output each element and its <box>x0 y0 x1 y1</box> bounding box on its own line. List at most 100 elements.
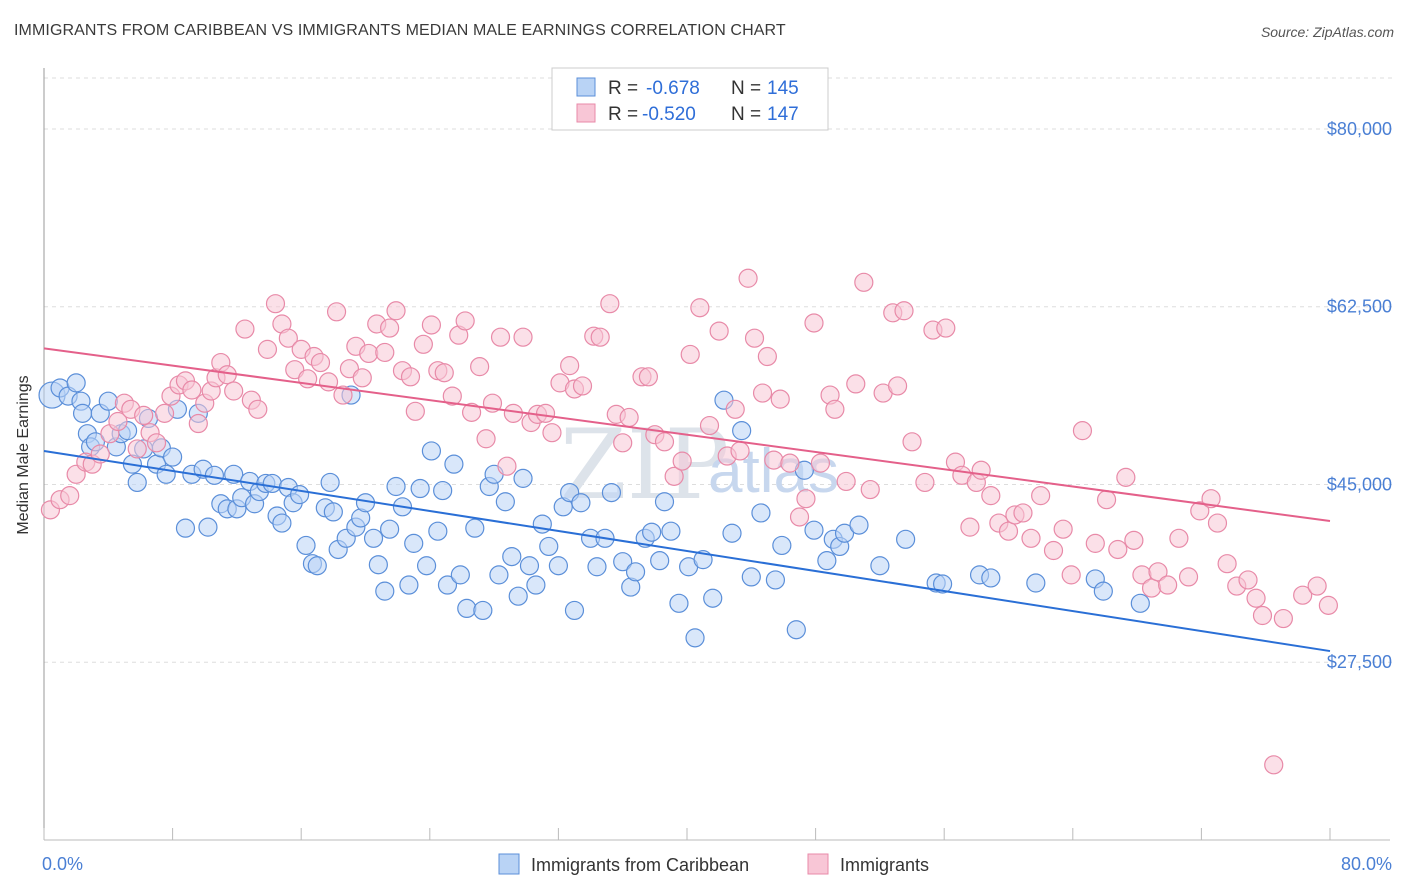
immigrants-point <box>1141 578 1162 598</box>
caribbean-point <box>404 533 424 553</box>
immigrants-point <box>127 439 147 459</box>
x-tick-label-min: 0.0% <box>42 854 83 874</box>
caribbean-point <box>765 570 786 590</box>
immigrants-point <box>248 399 268 419</box>
immigrants-point <box>1190 501 1210 521</box>
immigrants-point <box>182 380 202 400</box>
immigrants-point <box>1021 528 1041 548</box>
caribbean-point <box>685 628 705 648</box>
immigrants-point <box>1158 575 1178 595</box>
immigrants-point <box>998 521 1019 541</box>
caribbean-point <box>817 551 837 571</box>
legend-frame <box>551 67 829 131</box>
immigrants-point <box>902 432 922 452</box>
chart-title: IMMIGRANTS FROM CARIBBEAN VS IMMIGRANTS … <box>14 22 786 39</box>
immigrants-point <box>224 381 244 401</box>
caribbean-point <box>613 552 633 572</box>
immigrants-point <box>960 517 980 537</box>
caribbean-point <box>127 472 147 493</box>
immigrants-point <box>278 328 298 348</box>
y-axis-label: Median Male Earnings <box>15 375 32 534</box>
immigrants-point <box>894 301 914 321</box>
immigrants-point <box>860 479 880 500</box>
caribbean-point <box>66 373 86 393</box>
caribbean-point <box>473 600 493 621</box>
caribbean-point <box>428 521 448 541</box>
immigrants-point <box>542 423 562 443</box>
caribbean-point <box>502 546 522 567</box>
caribbean-point <box>741 567 761 587</box>
caribbean-point <box>669 593 689 613</box>
immigrants-point <box>1217 554 1237 574</box>
immigrants-point <box>971 460 991 480</box>
caribbean-point <box>437 575 458 595</box>
immigrants-point <box>1031 486 1051 506</box>
y-tick-label: $27,500 <box>1327 652 1392 672</box>
series-caribbean-points <box>38 373 1150 648</box>
caribbean-point <box>307 556 327 576</box>
bottom-legend-swatch-caribbean <box>498 853 520 875</box>
caribbean-point <box>375 581 395 601</box>
immigrants-point <box>854 272 874 292</box>
caribbean-point <box>732 421 752 441</box>
immigrants-point <box>386 301 406 321</box>
immigrants-point <box>619 407 639 428</box>
immigrants-point <box>1238 570 1258 590</box>
immigrants-point <box>1273 608 1293 629</box>
caribbean-point <box>1026 573 1046 593</box>
immigrants-point <box>836 471 856 492</box>
caribbean-point <box>433 480 453 501</box>
caribbean-point <box>289 485 310 505</box>
immigrants-point <box>600 294 620 314</box>
caribbean-point <box>804 520 824 540</box>
x-tick-label-max: 80.0% <box>1341 854 1392 874</box>
immigrants-point <box>887 376 908 396</box>
caribbean-point <box>163 447 183 467</box>
immigrants-point <box>1085 533 1105 553</box>
caribbean-point <box>444 454 464 474</box>
caribbean-point <box>198 517 218 537</box>
caribbean-point <box>416 556 437 576</box>
caribbean-point <box>399 575 419 595</box>
immigrants-point <box>1013 503 1033 523</box>
caribbean-point <box>320 472 340 493</box>
immigrants-point <box>257 339 278 359</box>
immigrants-point <box>1207 513 1228 533</box>
immigrants-point <box>1264 755 1284 775</box>
legend-r-label-pink: R = <box>608 104 638 125</box>
caribbean-point <box>410 478 430 499</box>
immigrants-point <box>326 302 347 322</box>
immigrants-point <box>709 321 729 341</box>
caribbean-point <box>262 473 282 494</box>
y-tick-label: $62,500 <box>1327 297 1392 317</box>
immigrants-point <box>146 433 167 453</box>
caribbean-point <box>786 620 806 640</box>
immigrants-point <box>154 403 175 423</box>
caribbean-point <box>450 565 470 585</box>
caribbean-point <box>98 391 118 411</box>
caribbean-point <box>519 556 540 576</box>
immigrants-point <box>461 402 482 422</box>
caribbean-point <box>751 503 771 523</box>
immigrants-point <box>936 318 956 338</box>
caribbean-point <box>650 551 670 571</box>
immigrants-point <box>359 343 379 364</box>
legend-r-value-blue: -0.678 <box>646 78 700 99</box>
immigrants-point <box>1246 588 1266 608</box>
immigrants-point <box>1061 565 1081 585</box>
immigrants-point <box>560 356 580 376</box>
immigrants-point <box>638 367 659 387</box>
immigrants-point <box>188 413 208 434</box>
caribbean-point <box>587 557 607 577</box>
legend-n-value-pink: 147 <box>767 104 799 125</box>
bottom-legend-label-immigrants: Immigrants <box>840 855 929 875</box>
legend-n-label-pink: N = <box>731 104 761 125</box>
immigrants-point <box>590 327 610 347</box>
y-tick-label: $80,000 <box>1327 119 1392 139</box>
series-immigrants-points <box>40 268 1338 775</box>
immigrants-point <box>810 453 831 473</box>
immigrants-point <box>664 466 684 486</box>
legend-n-label-blue: N = <box>731 78 761 99</box>
caribbean-point <box>564 600 585 621</box>
caribbean-point <box>386 476 406 497</box>
